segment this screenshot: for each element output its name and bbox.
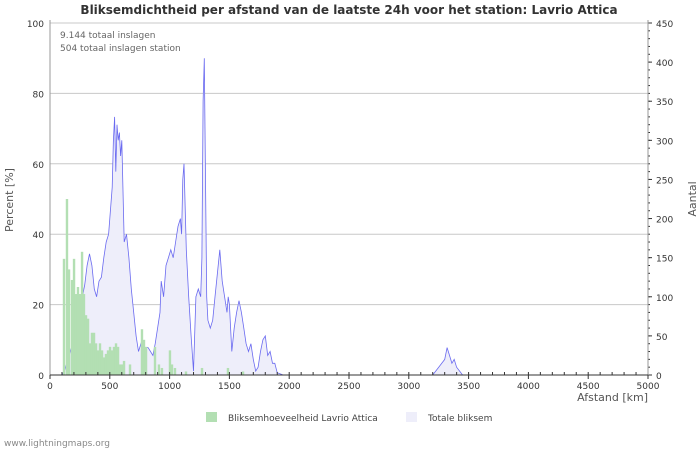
y-right-tick-label: 400	[656, 59, 673, 69]
station-bar	[168, 350, 172, 375]
station-bar	[84, 315, 88, 375]
station-bar	[184, 371, 188, 375]
y-right-tick-label: 50	[656, 333, 668, 343]
y-left-tick-label: 80	[33, 90, 45, 100]
station-bar	[173, 367, 177, 375]
legend-total-label: Totale bliksem	[427, 414, 492, 424]
legend-station-label: Bliksemhoeveelheid Lavrio Attica	[228, 414, 378, 424]
total-area	[61, 58, 648, 375]
legend-station-swatch	[206, 412, 217, 422]
y-left-tick-label: 20	[33, 302, 45, 312]
x-tick-label: 2500	[338, 382, 361, 392]
y-right-tick-label: 100	[656, 294, 673, 304]
x-tick-label: 500	[101, 382, 118, 392]
station-bar	[160, 367, 164, 375]
station-bar	[98, 343, 102, 375]
station-bar	[144, 346, 148, 375]
station-bar	[70, 279, 74, 375]
station-bar	[153, 346, 157, 375]
x-axis-label: Afstand [km]	[577, 391, 648, 404]
station-bar	[65, 199, 69, 375]
station-bar	[120, 364, 124, 375]
y-left-tick-label: 40	[33, 231, 45, 241]
station-bar	[226, 367, 230, 375]
y-right-tick-label: 450	[656, 20, 673, 30]
x-tick-label: 4000	[517, 382, 540, 392]
station-bar	[116, 346, 120, 375]
x-tick-label: 3500	[457, 382, 480, 392]
x-tick-label: 1500	[218, 382, 241, 392]
station-bar	[96, 350, 100, 375]
station-bar	[94, 343, 98, 375]
station-bar	[106, 350, 110, 375]
station-bar	[142, 339, 146, 375]
station-bar	[80, 251, 84, 375]
station-bar	[92, 332, 96, 375]
station-strikes-note: 504 totaal inslagen station	[60, 44, 181, 54]
station-bar	[72, 258, 76, 375]
station-bar	[88, 343, 92, 375]
y-right-tick-label: 0	[656, 372, 662, 382]
x-tick-label: 1000	[158, 382, 181, 392]
footer-site: www.lightningmaps.org	[4, 439, 110, 449]
station-bar	[90, 332, 94, 375]
station-bar	[241, 371, 245, 375]
station-bar	[102, 357, 106, 375]
station-bar	[74, 294, 78, 375]
y-right-tick-label: 200	[656, 216, 673, 226]
y-right-label: Aantal	[686, 181, 699, 216]
station-bar	[62, 258, 66, 375]
station-bar	[128, 364, 132, 375]
station-bar	[104, 353, 108, 375]
y-left-tick-label: 60	[33, 161, 45, 171]
x-tick-label: 5000	[637, 382, 660, 392]
station-bar	[78, 294, 82, 375]
station-bar	[67, 269, 71, 375]
y-left-label: Percent [%]	[3, 168, 16, 232]
station-bar	[82, 294, 86, 375]
total-strikes-note: 9.144 totaal inslagen	[60, 31, 155, 41]
station-bar	[76, 287, 80, 375]
y-left-tick-label: 100	[27, 20, 44, 30]
station-bar	[140, 329, 144, 375]
x-tick-label: 4500	[577, 382, 600, 392]
station-bar	[86, 318, 90, 375]
station-bar	[157, 364, 161, 375]
station-bar	[100, 350, 104, 375]
station-bar	[108, 346, 112, 375]
y-left-tick-label: 0	[38, 372, 44, 382]
x-tick-label: 2000	[278, 382, 301, 392]
y-right-tick-label: 350	[656, 98, 673, 108]
legend-total-swatch	[406, 412, 417, 422]
y-right-tick-label: 300	[656, 137, 673, 147]
station-bar	[200, 367, 204, 375]
y-right-tick-label: 250	[656, 176, 673, 186]
x-tick-label: 3000	[397, 382, 420, 392]
station-bar	[112, 346, 116, 375]
y-right-tick-label: 150	[656, 255, 673, 265]
chart-title: Bliksemdichtheid per afstand van de laat…	[80, 3, 617, 17]
total-line	[61, 58, 648, 376]
x-tick-label: 0	[47, 382, 53, 392]
station-bar	[170, 364, 174, 375]
station-bar	[110, 350, 114, 375]
station-bar	[122, 360, 126, 375]
station-bar	[118, 364, 122, 375]
station-bar	[114, 343, 118, 375]
